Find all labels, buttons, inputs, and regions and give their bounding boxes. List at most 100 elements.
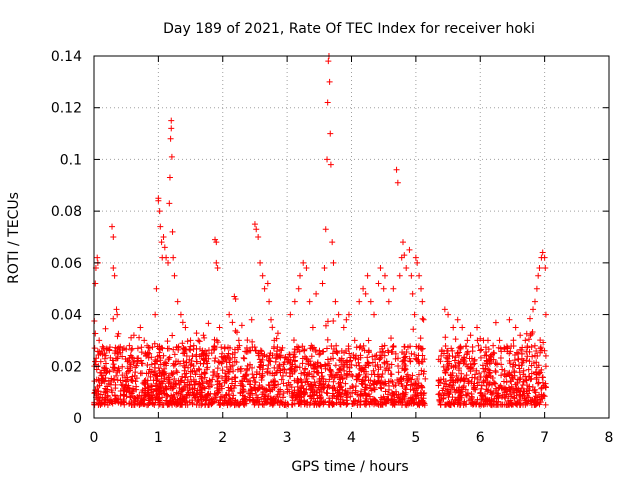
data-point xyxy=(298,370,305,377)
data-point xyxy=(165,372,172,379)
data-point xyxy=(143,353,150,360)
data-point xyxy=(322,322,329,329)
data-point xyxy=(394,179,401,186)
data-point xyxy=(360,377,367,384)
data-point xyxy=(381,359,388,366)
data-point xyxy=(398,381,405,388)
data-point xyxy=(290,337,297,344)
data-point xyxy=(152,372,159,379)
data-point xyxy=(464,350,471,357)
data-point xyxy=(402,357,409,364)
data-point xyxy=(182,383,189,390)
data-point xyxy=(506,371,513,378)
data-point xyxy=(110,361,117,368)
data-point xyxy=(136,334,143,341)
data-point xyxy=(421,368,428,375)
data-point xyxy=(333,371,340,378)
data-point xyxy=(492,360,499,367)
data-point xyxy=(266,355,273,362)
data-point xyxy=(490,342,497,349)
data-point xyxy=(450,324,457,331)
data-point xyxy=(408,272,415,279)
data-point xyxy=(484,388,491,395)
data-point xyxy=(475,342,482,349)
data-point xyxy=(470,382,477,389)
data-point xyxy=(503,379,510,386)
data-point xyxy=(407,358,414,365)
data-point xyxy=(308,381,315,388)
data-point xyxy=(283,382,290,389)
data-point xyxy=(92,330,99,337)
data-point xyxy=(133,362,140,369)
data-point xyxy=(463,392,470,399)
data-point xyxy=(531,342,538,349)
data-point xyxy=(261,285,268,292)
data-point xyxy=(232,374,239,381)
data-point xyxy=(110,357,117,364)
data-point xyxy=(246,381,253,388)
data-point xyxy=(437,376,444,383)
data-point xyxy=(324,390,331,397)
x-axis-title: GPS time / hours xyxy=(291,459,408,475)
data-point xyxy=(209,399,216,406)
data-point xyxy=(474,376,481,383)
data-point xyxy=(531,352,538,359)
data-point xyxy=(411,311,418,318)
data-point xyxy=(444,400,451,407)
data-point xyxy=(477,347,484,354)
y-tick-label: 0.06 xyxy=(51,256,82,272)
data-point xyxy=(215,358,222,365)
data-point xyxy=(352,398,359,405)
data-point xyxy=(145,385,152,392)
data-point xyxy=(168,117,175,124)
data-point xyxy=(261,393,268,400)
data-point xyxy=(165,356,172,363)
data-point xyxy=(119,372,126,379)
data-point xyxy=(179,340,186,347)
data-point xyxy=(218,360,225,367)
data-point xyxy=(211,336,218,343)
data-point xyxy=(265,362,272,369)
data-point xyxy=(509,374,516,381)
data-point xyxy=(401,343,408,350)
data-point xyxy=(126,342,133,349)
data-point xyxy=(274,330,281,337)
data-point xyxy=(172,361,179,368)
data-point xyxy=(515,362,522,369)
data-point xyxy=(162,359,169,366)
data-point xyxy=(190,363,197,370)
data-point xyxy=(268,316,275,323)
data-point xyxy=(455,359,462,366)
data-point xyxy=(440,350,447,357)
data-point xyxy=(539,249,546,256)
data-point xyxy=(448,363,455,370)
data-point xyxy=(451,357,458,364)
data-point xyxy=(324,356,331,363)
data-point xyxy=(285,356,292,363)
data-point xyxy=(154,376,161,383)
data-point xyxy=(452,336,459,343)
data-point xyxy=(514,379,521,386)
data-point xyxy=(294,379,301,386)
data-point xyxy=(271,337,278,344)
data-point xyxy=(196,346,203,353)
data-point xyxy=(489,390,496,397)
data-point xyxy=(141,401,148,408)
data-point xyxy=(178,398,185,405)
data-point xyxy=(240,388,247,395)
data-point xyxy=(265,381,272,388)
data-point xyxy=(316,347,323,354)
data-point xyxy=(414,376,421,383)
data-point xyxy=(401,252,408,259)
data-point xyxy=(175,390,182,397)
data-point xyxy=(204,364,211,371)
data-point xyxy=(144,342,151,349)
data-point xyxy=(117,349,124,356)
data-point xyxy=(206,383,213,390)
data-point xyxy=(158,239,165,246)
data-point xyxy=(279,372,286,379)
data-point xyxy=(332,362,339,369)
data-point xyxy=(528,330,535,337)
data-point xyxy=(168,125,175,132)
data-point xyxy=(138,344,145,351)
